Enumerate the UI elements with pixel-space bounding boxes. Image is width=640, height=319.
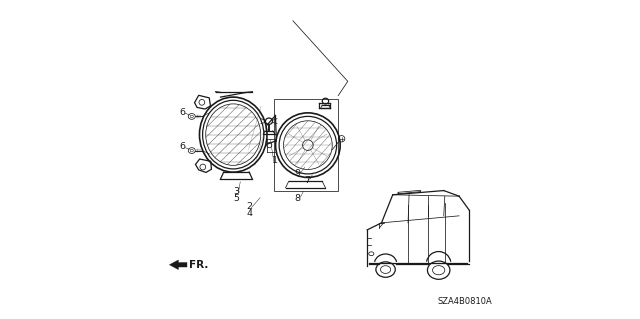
Polygon shape — [170, 260, 187, 270]
Text: 2: 2 — [246, 202, 252, 211]
Text: 5: 5 — [233, 194, 239, 203]
Text: 7: 7 — [304, 176, 310, 185]
Text: 8: 8 — [294, 194, 301, 203]
Text: 6: 6 — [180, 142, 186, 151]
Text: SZA4B0810A: SZA4B0810A — [437, 297, 492, 306]
Text: 6: 6 — [180, 108, 186, 117]
Text: 4: 4 — [246, 209, 252, 218]
Text: 9: 9 — [294, 169, 301, 178]
Text: FR.: FR. — [189, 260, 209, 270]
Text: 3: 3 — [233, 187, 239, 196]
Text: 1: 1 — [273, 156, 278, 165]
